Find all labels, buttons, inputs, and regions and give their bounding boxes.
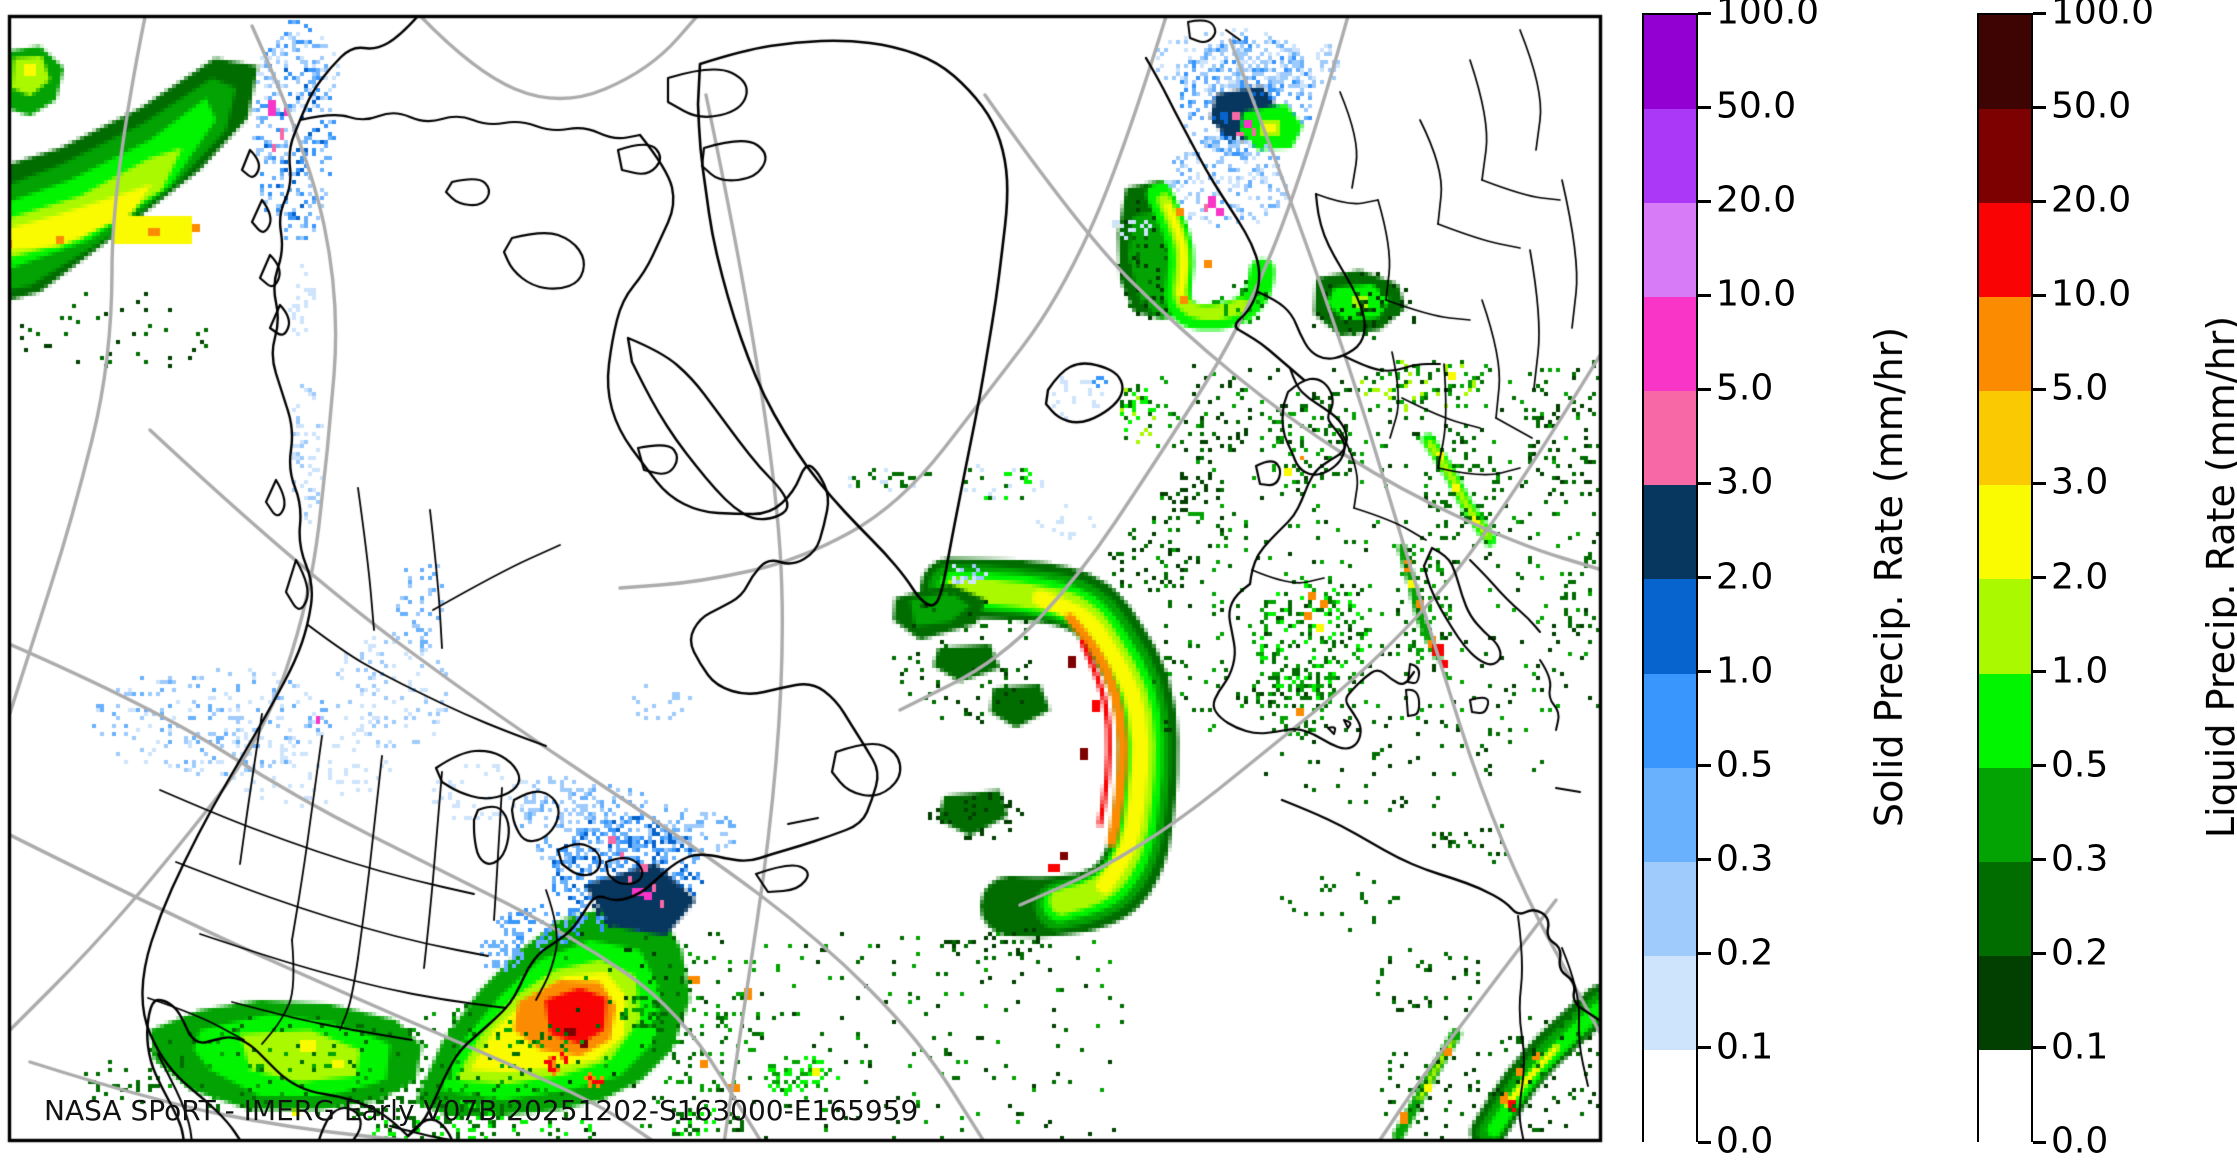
liquid-colorbar-segment xyxy=(1979,297,2031,392)
solid-tick-mark xyxy=(1698,1046,1711,1050)
solid-tick-mark xyxy=(1698,387,1711,391)
liquid-tick-mark xyxy=(2033,105,2046,109)
liquid-tick-label: 10.0 xyxy=(2051,273,2132,315)
liquid-tick-mark xyxy=(2033,1140,2046,1144)
solid-tick-label: 20.0 xyxy=(1716,179,1797,221)
solid-colorbar-segment xyxy=(1644,391,1696,486)
solid-tick-label: 1.0 xyxy=(1716,650,1774,692)
solid-tick-mark xyxy=(1698,293,1711,297)
solid-colorbar-segment xyxy=(1644,1049,1696,1144)
solid-colorbar-segment xyxy=(1644,673,1696,768)
solid-colorbar-segment xyxy=(1644,203,1696,298)
solid-tick-mark xyxy=(1698,764,1711,768)
solid-colorbar-segment xyxy=(1644,955,1696,1050)
liquid-colorbar-segment xyxy=(1979,673,2031,768)
liquid-tick-mark xyxy=(2033,952,2046,956)
solid-colorbar-segment xyxy=(1644,297,1696,392)
solid-tick-mark xyxy=(1698,952,1711,956)
liquid-tick-label: 1.0 xyxy=(2051,650,2109,692)
solid-colorbar-title: Solid Precip. Rate (mm/hr) xyxy=(1867,326,1911,828)
liquid-tick-mark xyxy=(2033,199,2046,203)
liquid-tick-label: 0.3 xyxy=(2051,838,2109,880)
solid-tick-mark xyxy=(1698,576,1711,579)
liquid-tick-label: 0.5 xyxy=(2051,744,2109,786)
solid-colorbar-segment xyxy=(1644,15,1696,110)
product-annotation: NASA SPoRT - IMERG Early V07B 20251202-S… xyxy=(44,1094,919,1127)
liquid-colorbar-segment xyxy=(1979,861,2031,956)
liquid-tick-label: 3.0 xyxy=(2051,462,2109,504)
solid-colorbar-segment xyxy=(1644,109,1696,204)
solid-tick-label: 0.3 xyxy=(1716,838,1774,880)
solid-tick-label: 0.5 xyxy=(1716,744,1774,786)
liquid-tick-mark xyxy=(2033,576,2046,579)
solid-tick-label: 0.1 xyxy=(1716,1026,1774,1068)
liquid-tick-mark xyxy=(2033,11,2046,15)
liquid-tick-label: 2.0 xyxy=(2051,556,2109,598)
liquid-tick-mark xyxy=(2033,481,2046,485)
liquid-colorbar-segment xyxy=(1979,203,2031,298)
solid-tick-label: 3.0 xyxy=(1716,462,1774,504)
liquid-tick-mark xyxy=(2033,387,2046,391)
liquid-tick-label: 5.0 xyxy=(2051,368,2109,410)
solid-tick-mark xyxy=(1698,105,1711,109)
solid-colorbar-segment xyxy=(1644,485,1696,580)
solid-tick-mark xyxy=(1698,858,1711,862)
liquid-tick-label: 0.1 xyxy=(2051,1026,2109,1068)
solid-tick-mark xyxy=(1698,1140,1711,1144)
liquid-tick-mark xyxy=(2033,1046,2046,1050)
liquid-colorbar-segment xyxy=(1979,1049,2031,1144)
liquid-tick-mark xyxy=(2033,858,2046,862)
solid-tick-label: 2.0 xyxy=(1716,556,1774,598)
solid-tick-label: 50.0 xyxy=(1716,85,1797,127)
solid-tick-label: 5.0 xyxy=(1716,368,1774,410)
liquid-tick-label: 0.2 xyxy=(2051,932,2109,974)
solid-colorbar-segment xyxy=(1644,861,1696,956)
liquid-colorbar-title: Liquid Precip. Rate (mm/hr) xyxy=(2199,315,2237,839)
liquid-tick-mark xyxy=(2033,293,2046,297)
solid-tick-mark xyxy=(1698,11,1711,15)
liquid-colorbar-segment xyxy=(1979,955,2031,1050)
liquid-colorbar-segment xyxy=(1979,485,2031,580)
solid-precip-colorbar xyxy=(1642,13,1698,1144)
liquid-tick-label: 50.0 xyxy=(2051,85,2132,127)
solid-colorbar-segment xyxy=(1644,767,1696,862)
solid-tick-label: 100.0 xyxy=(1716,0,1820,33)
liquid-tick-label: 0.0 xyxy=(2051,1120,2109,1162)
liquid-colorbar-segment xyxy=(1979,579,2031,674)
liquid-colorbar-segment xyxy=(1979,391,2031,486)
solid-tick-mark xyxy=(1698,481,1711,485)
liquid-tick-mark xyxy=(2033,670,2046,674)
liquid-tick-mark xyxy=(2033,764,2046,768)
solid-tick-mark xyxy=(1698,199,1711,203)
solid-tick-label: 0.0 xyxy=(1716,1120,1774,1162)
solid-tick-mark xyxy=(1698,670,1711,674)
solid-tick-label: 0.2 xyxy=(1716,932,1774,974)
solid-tick-label: 10.0 xyxy=(1716,273,1797,315)
liquid-tick-label: 100.0 xyxy=(2051,0,2155,33)
liquid-colorbar-segment xyxy=(1979,767,2031,862)
liquid-precip-colorbar xyxy=(1977,13,2033,1144)
liquid-colorbar-segment xyxy=(1979,109,2031,204)
solid-colorbar-segment xyxy=(1644,579,1696,674)
liquid-colorbar-segment xyxy=(1979,15,2031,110)
liquid-tick-label: 20.0 xyxy=(2051,179,2132,221)
